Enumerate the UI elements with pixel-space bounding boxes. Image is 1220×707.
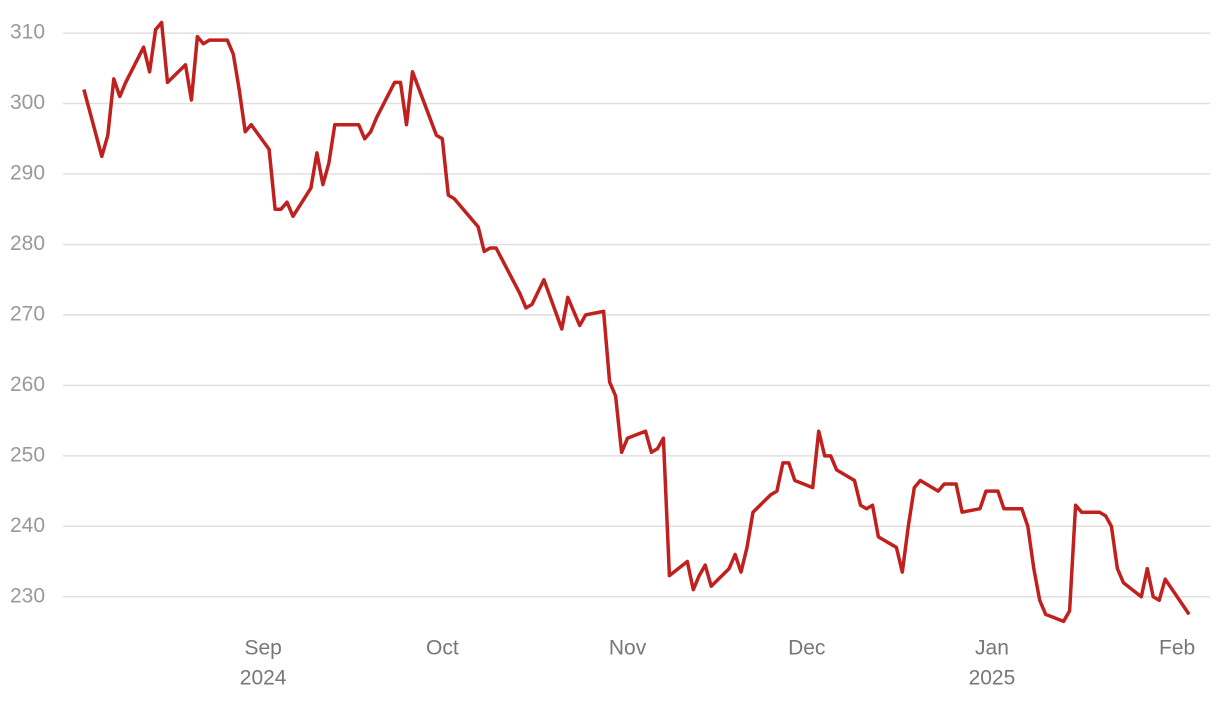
- y-tick-label: 310: [10, 21, 45, 44]
- x-tick-label: Jan: [975, 637, 1009, 660]
- y-tick-label: 300: [10, 91, 45, 114]
- y-tick-label: 290: [10, 162, 45, 185]
- x-tick-label: Nov: [609, 637, 647, 660]
- x-tick-label: Oct: [426, 637, 459, 660]
- y-tick-label: 230: [10, 584, 45, 607]
- price-line: [82, 20, 1191, 624]
- y-tick-label: 250: [10, 443, 45, 466]
- x-tick-label: Sep: [244, 637, 281, 660]
- x-tick-label: 2024: [240, 667, 287, 690]
- y-tick-label: 240: [10, 514, 45, 537]
- x-tick-label: Feb: [1159, 637, 1195, 660]
- y-tick-label: 280: [10, 232, 45, 255]
- y-tick-label: 270: [10, 302, 45, 325]
- x-tick-label: 2025: [969, 667, 1016, 690]
- y-tick-label: 260: [10, 373, 45, 396]
- x-tick-label: Dec: [788, 637, 825, 660]
